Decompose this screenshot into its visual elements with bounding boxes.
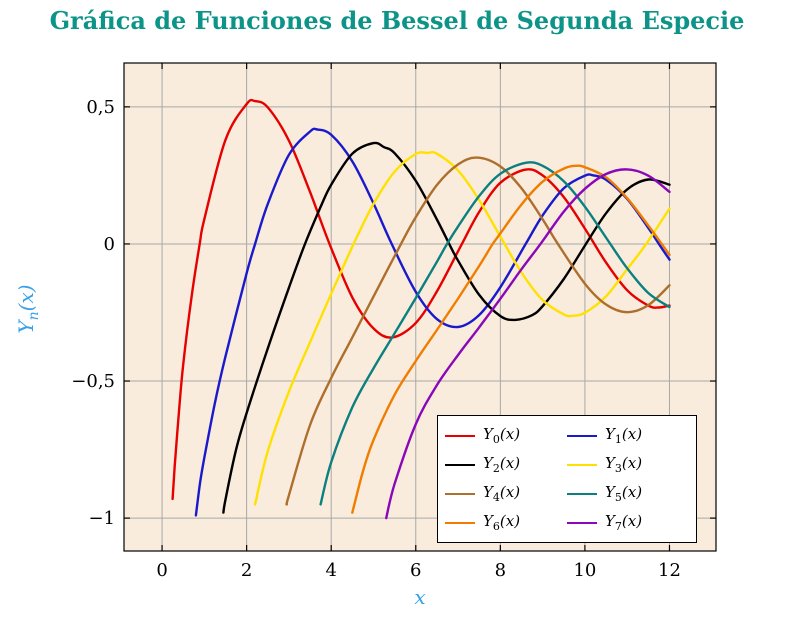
legend-entry: Y6(x): [445, 512, 567, 533]
curve-Y5x: [319, 161, 671, 506]
y-axis-label: Yn(x): [14, 284, 42, 334]
curve-Y6x: [351, 164, 671, 514]
legend-entry: Y3(x): [567, 454, 689, 475]
y-tick-label: 0: [104, 234, 115, 255]
x-tick-label: 2: [241, 560, 252, 581]
legend-entry: Y2(x): [445, 454, 567, 475]
curve-Y7x: [385, 168, 671, 520]
curve-Y3x: [253, 150, 671, 506]
legend-label: Y0(x): [483, 425, 521, 446]
plot-frame: [123, 62, 717, 552]
legend-label: Y1(x): [605, 425, 643, 446]
legend-label: Y5(x): [605, 483, 643, 504]
legend-label: Y6(x): [483, 512, 521, 533]
curve-Y1x: [194, 127, 671, 517]
legend: Y0(x) Y1(x) Y2(x) Y3(x) Y4(x) Y5(x) Y6(x) Y7(x): [437, 415, 697, 543]
legend-entry: Y5(x): [567, 483, 689, 504]
legend-line-Y3x: [567, 463, 597, 466]
legend-line-Y5x: [567, 492, 597, 495]
x-tick-label: 12: [658, 560, 681, 581]
legend-line-Y4x: [445, 492, 475, 495]
x-tick-label: 6: [410, 560, 421, 581]
legend-line-Y0x: [445, 434, 475, 437]
legend-label: Y7(x): [605, 512, 643, 533]
y-tick-label: −1: [88, 508, 115, 529]
legend-label: Y3(x): [605, 454, 643, 475]
legend-label: Y2(x): [483, 454, 521, 475]
curves-group: [171, 98, 671, 520]
y-tick-label: 0,5: [86, 97, 115, 118]
legend-line-Y7x: [567, 521, 597, 524]
legend-label: Y4(x): [483, 483, 521, 504]
legend-line-Y6x: [445, 521, 475, 524]
legend-entry: Y0(x): [445, 425, 567, 446]
x-tick-label: 10: [573, 560, 596, 581]
y-tick-label: −0,5: [71, 371, 115, 392]
page-title: Gráfica de Funciones de Bessel de Segund…: [49, 6, 745, 35]
curve-Y0x: [171, 98, 671, 501]
legend-line-Y2x: [445, 463, 475, 466]
legend-entry: Y4(x): [445, 483, 567, 504]
curve-Y4x: [285, 156, 671, 506]
legend-entry: Y1(x): [567, 425, 689, 446]
x-tick-label: 0: [156, 560, 167, 581]
x-tick-label: 4: [325, 560, 336, 581]
x-axis-label: x: [414, 585, 426, 609]
curve-Y2x: [222, 141, 671, 514]
legend-entry: Y7(x): [567, 512, 689, 533]
legend-line-Y1x: [567, 434, 597, 437]
x-tick-label: 8: [495, 560, 506, 581]
